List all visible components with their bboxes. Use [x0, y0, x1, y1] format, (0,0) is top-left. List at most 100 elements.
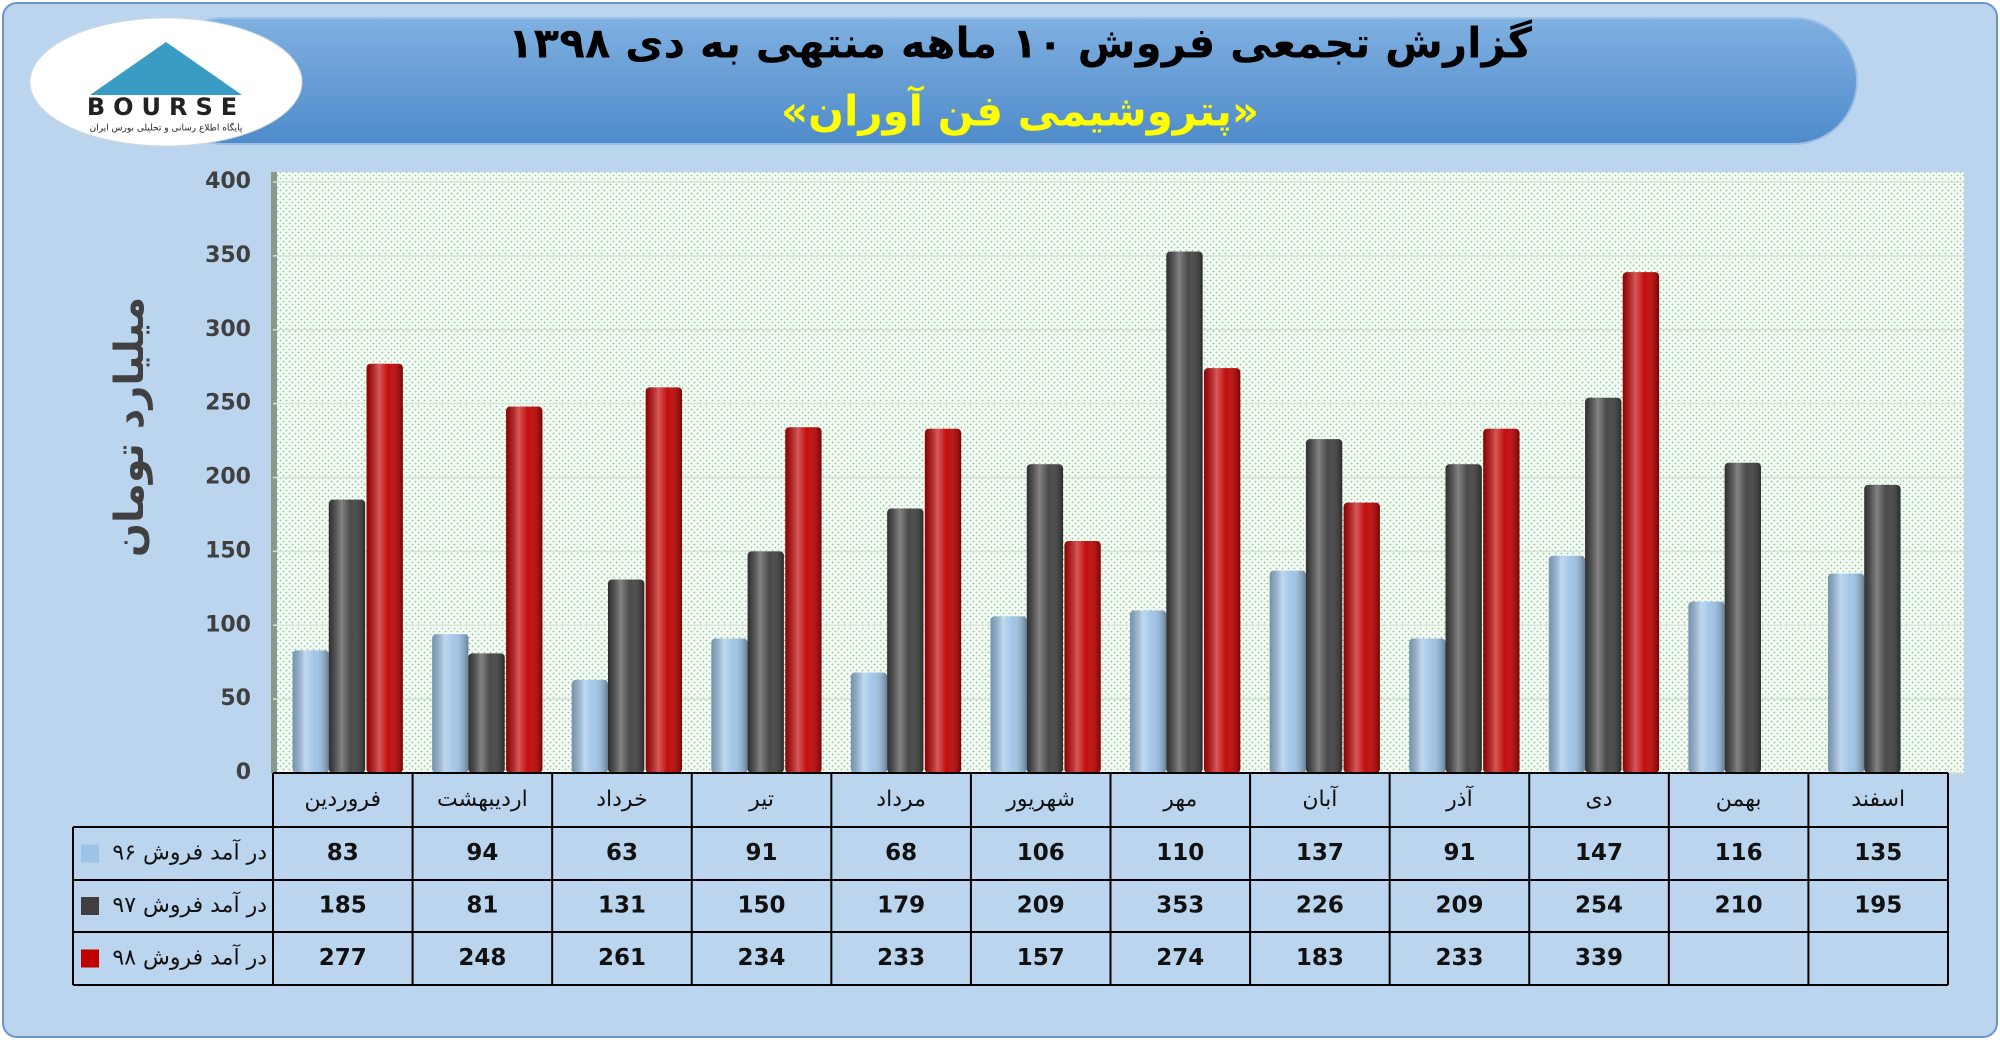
table-value: 209 [1435, 893, 1483, 919]
bar-shine [850, 672, 888, 773]
table-value: 254 [1575, 893, 1623, 919]
bar-shine [468, 653, 505, 773]
table-value: 248 [458, 945, 506, 971]
bar-shine [292, 650, 329, 773]
bar-shine [1409, 638, 1446, 773]
y-tick-label: 100 [205, 612, 251, 637]
table-value: 157 [1017, 945, 1065, 971]
y-tick-label: 350 [205, 243, 251, 268]
bar-shine [1343, 502, 1380, 773]
bar-shine [432, 634, 469, 773]
plot-area [273, 172, 1964, 773]
logo-tagline: پایگاه اطلاع رسانی و تحلیلی بورس ایران [90, 122, 243, 134]
x-tick-label: بهمن [1716, 787, 1762, 812]
bar-shine [1864, 484, 1901, 773]
bar-shine [1483, 428, 1520, 773]
table-value: 150 [738, 893, 786, 919]
legend-swatch [81, 844, 99, 863]
y-tick-label: 250 [205, 391, 251, 416]
table-value: 353 [1156, 893, 1204, 919]
x-tick-label: اردیبهشت [437, 787, 528, 812]
y-tick-label: 150 [205, 538, 251, 563]
table-value: 147 [1575, 840, 1623, 866]
bar-shine [1064, 541, 1101, 773]
table-value: 183 [1296, 945, 1344, 971]
table-value: 83 [327, 840, 359, 866]
x-tick-label: مهر [1162, 787, 1197, 812]
bar-shine [328, 499, 366, 773]
legend-swatch [81, 897, 99, 915]
y-tick-label: 0 [236, 760, 251, 785]
table-value: 274 [1156, 945, 1204, 971]
bar-shine [1548, 555, 1586, 773]
bar-shine [1204, 368, 1241, 773]
x-tick-label: اسفند [1851, 787, 1905, 812]
legend-label: در آمد فروش ۹۶ [112, 839, 267, 866]
bar-shine [1269, 570, 1306, 773]
x-tick-label: دی [1586, 787, 1613, 812]
bar-shine [990, 616, 1027, 773]
chart-subtitle: «پتروشیمی فن آوران» [781, 86, 1259, 137]
bar-shine [366, 363, 403, 773]
x-tick-label: شهریور [1005, 787, 1075, 812]
table-value: 110 [1156, 840, 1204, 866]
bar-shine [608, 579, 645, 773]
bar-shine [887, 508, 924, 773]
y-tick-label: 400 [205, 169, 251, 194]
chart-title: گزارش تجمعی فروش ۱۰ ماهه منتهی به دی ۱۳۹… [508, 19, 1533, 69]
y-axis-label: میلیارد تومان [107, 297, 153, 557]
table-value: 277 [319, 945, 367, 971]
table-value: 91 [1443, 840, 1475, 866]
x-tick-label: خرداد [596, 787, 647, 812]
table-value: 261 [598, 945, 646, 971]
table-value: 179 [877, 893, 925, 919]
legend-label: در آمد فروش ۹۷ [112, 891, 267, 918]
logo-mark [90, 42, 242, 95]
table-value: 131 [598, 893, 646, 919]
plot-wall [271, 172, 277, 773]
table-value: 233 [877, 945, 925, 971]
y-tick-label: 200 [205, 465, 251, 490]
bar-shine [924, 428, 962, 773]
legend-swatch [81, 949, 99, 968]
table-value: 195 [1854, 893, 1902, 919]
table-value: 106 [1017, 840, 1065, 866]
y-tick-label: 50 [220, 686, 251, 711]
y-tick-label: 300 [205, 317, 251, 342]
bar-shine [1026, 464, 1064, 773]
bar-shine [747, 551, 784, 773]
table-value: 233 [1435, 945, 1483, 971]
bar-shine [785, 427, 822, 773]
bar-shine [1445, 464, 1482, 773]
bar-shine [1166, 251, 1203, 773]
table-value: 209 [1017, 893, 1065, 919]
table-value: 116 [1715, 840, 1763, 866]
bar-shine [645, 387, 682, 773]
bar-shine [1305, 439, 1343, 773]
logo-text: BOURSE [87, 93, 245, 121]
bar-shine [506, 406, 543, 773]
table-value: 94 [466, 840, 498, 866]
table-value: 210 [1715, 893, 1763, 919]
bar-shine [1827, 573, 1865, 773]
table-value: 185 [319, 893, 367, 919]
bar-shine [1622, 272, 1660, 773]
table-value: 68 [885, 840, 917, 866]
bar-shine [1688, 601, 1725, 773]
table-value: 234 [738, 945, 786, 971]
table-value: 81 [466, 893, 498, 919]
table-value: 137 [1296, 840, 1344, 866]
bar-shine [1724, 462, 1761, 773]
legend-label: در آمد فروش ۹۸ [112, 944, 267, 971]
table-value: 226 [1296, 893, 1344, 919]
x-tick-label: آبان [1302, 785, 1338, 812]
bar-shine [711, 638, 748, 773]
x-tick-label: مرداد [876, 787, 926, 812]
bar-shine [1585, 397, 1622, 773]
x-tick-label: فروردین [305, 787, 382, 812]
table-value: 135 [1854, 840, 1902, 866]
bar-shine [1130, 610, 1167, 773]
table-value: 91 [746, 840, 778, 866]
